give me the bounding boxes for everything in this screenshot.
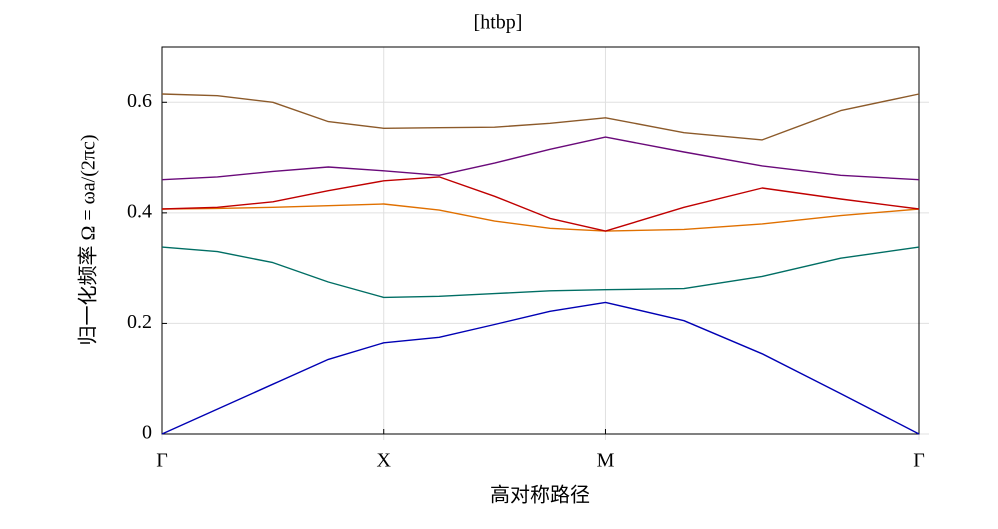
x-axis-label: 高对称路径 (490, 484, 590, 507)
band-line (161, 176, 920, 232)
x-tick-label: X (377, 450, 392, 472)
x-tick-label: Γ (913, 450, 925, 472)
y-tick-label: 0.4 (127, 200, 152, 222)
chart-title: [htbp] (474, 12, 523, 34)
y-tick-label: 0 (142, 422, 152, 444)
y-axis-label: 归一化频率 Ω = ωa/(2πc) (77, 134, 100, 345)
band-line (161, 301, 920, 435)
x-tick-label: Γ (156, 450, 168, 472)
y-tick-label: 0.2 (127, 311, 152, 333)
band-line (161, 246, 920, 299)
band-line (161, 136, 920, 181)
y-tick-label: 0.6 (127, 90, 152, 112)
band-line (161, 203, 920, 232)
band-line (161, 93, 920, 141)
x-tick-label: M (597, 450, 615, 472)
plot-frame (161, 46, 920, 435)
